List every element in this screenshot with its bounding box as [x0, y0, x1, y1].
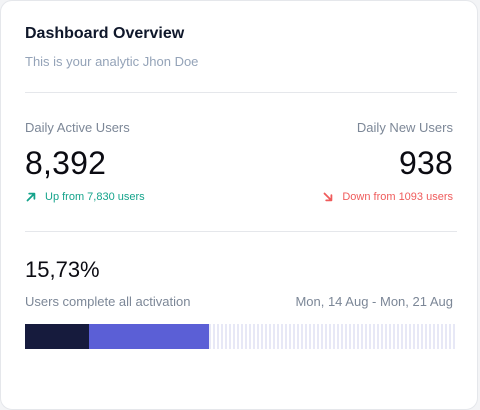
daily-active-users-value: 8,392 — [25, 145, 107, 181]
activation-percent: 15,73% — [25, 257, 100, 282]
arrow-down-right-icon — [322, 191, 334, 203]
card-subtitle: This is your analytic Jhon Doe — [25, 54, 199, 69]
activation-progress-bar — [25, 324, 457, 349]
daily-new-users-label: Daily New Users — [356, 120, 453, 135]
daily-active-users-label: Daily Active Users — [25, 120, 130, 135]
arrow-up-right-icon — [25, 191, 37, 203]
divider-top — [25, 92, 457, 93]
daily-new-users-value: 938 — [399, 145, 453, 181]
daily-new-users-trend-text: Down from 1093 users — [342, 191, 453, 203]
daily-active-users-trend-text: Up from 7,830 users — [45, 191, 145, 203]
divider-middle — [25, 231, 457, 232]
activation-label: Users complete all activation — [25, 294, 191, 309]
progress-segment-purple — [89, 324, 209, 349]
daily-active-users-trend: Up from 7,830 users — [25, 191, 145, 203]
date-range: Mon, 14 Aug - Mon, 21 Aug — [295, 294, 453, 309]
daily-new-users-trend: Down from 1093 users — [322, 191, 453, 203]
progress-segment-dark — [25, 324, 89, 349]
card-title: Dashboard Overview — [25, 25, 185, 42]
